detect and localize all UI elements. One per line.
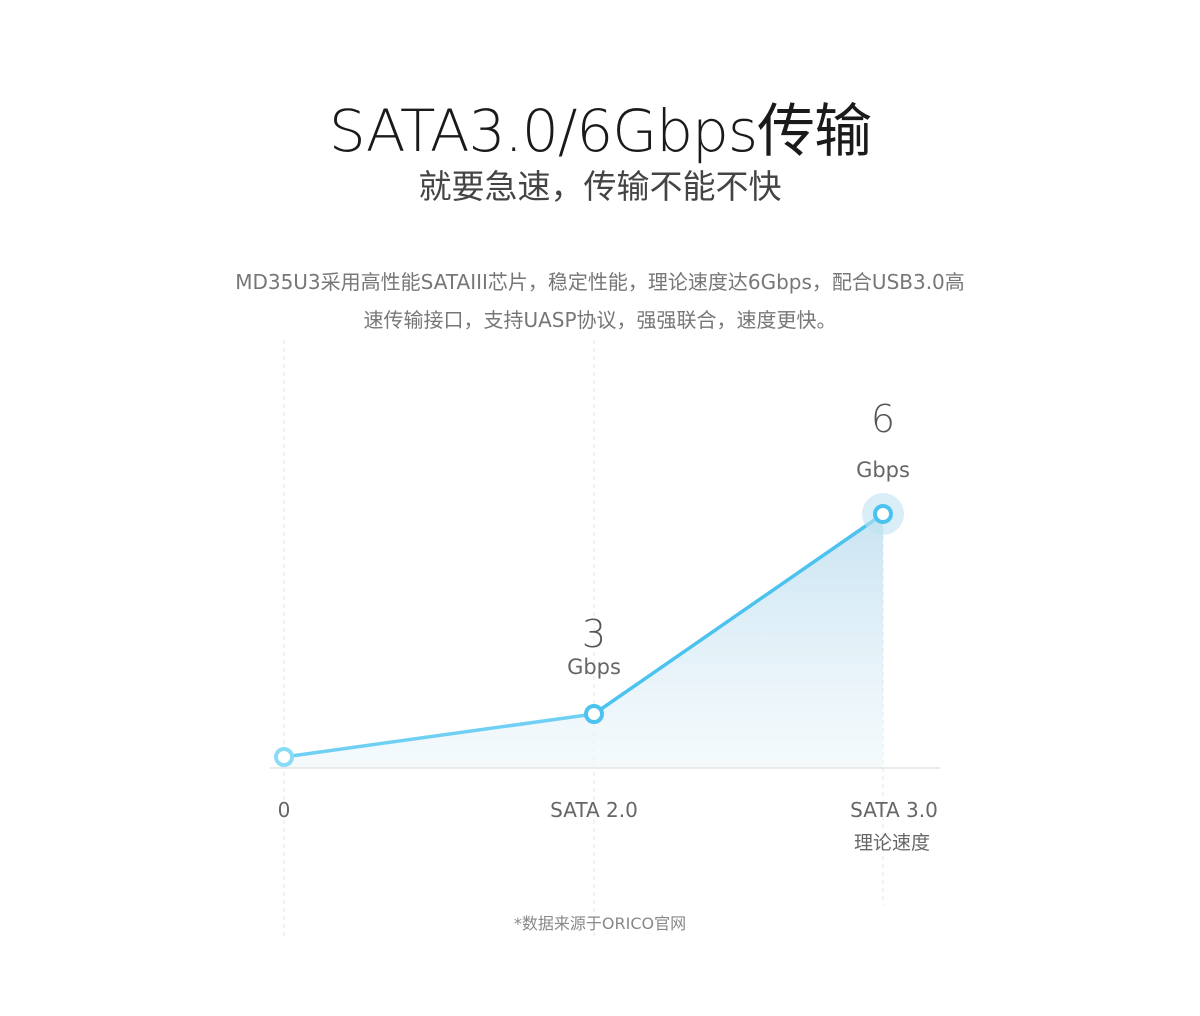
data-point-2	[873, 504, 893, 524]
data-label-value: 3	[582, 612, 606, 656]
description: MD35U3采用高性能SATAIII芯片，稳定性能，理论速度达6Gbps，配合U…	[150, 263, 1050, 339]
data-point-1	[584, 704, 604, 724]
data-label-unit: Gbps	[567, 655, 621, 679]
data-label-value: 6	[871, 397, 895, 441]
x-tick-sublabel: 理论速度	[854, 832, 930, 854]
data-label-unit: Gbps	[856, 458, 910, 482]
series-line-segment	[593, 512, 884, 716]
page-title: SATA3.0/6Gbps传输	[328, 97, 872, 165]
data-point-0	[274, 747, 294, 767]
area-fill	[284, 514, 883, 768]
description-line-2: 速传输接口，支持UASP协议，强强联合，速度更快。	[363, 308, 837, 332]
description-line-1: MD35U3采用高性能SATAIII芯片，稳定性能，理论速度达6Gbps，配合U…	[235, 270, 965, 294]
x-tick-label: SATA 2.0	[550, 798, 638, 822]
page-subtitle: 就要急速，传输不能不快	[418, 167, 782, 206]
series-line-segment	[283, 712, 595, 759]
footnote: *数据来源于ORICO官网	[513, 914, 687, 933]
x-tick-label: 0	[278, 798, 291, 822]
x-tick-label: SATA 3.0	[850, 798, 938, 822]
